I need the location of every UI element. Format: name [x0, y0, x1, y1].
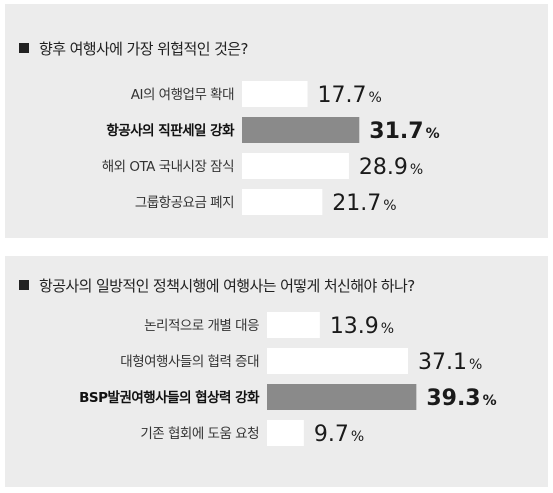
value-label: 9.7% [314, 422, 364, 447]
category-label: 대형여행사들의 협력 증대 [120, 354, 259, 370]
value-label: 28.9% [359, 155, 423, 180]
bullet-square-icon [19, 280, 29, 290]
chart-title: 항공사의 일방적인 정책시행에 여행사는 어떻게 처신해야 하나? [19, 275, 415, 296]
bar [242, 153, 349, 179]
value-label: 13.9% [330, 314, 394, 339]
category-label: 항공사의 직판세일 강화 [106, 122, 235, 139]
category-label: 그룹항공요금 폐지 [135, 195, 234, 211]
chart-title: 향후 여행사에 가장 위협적인 것은? [19, 38, 248, 59]
value-label: 37.1% [418, 350, 482, 375]
value-label: 17.7% [317, 83, 381, 108]
bar [242, 117, 360, 143]
bar-chart-1: AI의 여행업무 확대 17.7 % 항공사의 직판세일 강화 31.7 % 해외 OTA … [102, 81, 440, 216]
category-label: 논리적으로 개별 대응 [144, 318, 259, 334]
bar [242, 189, 323, 215]
bar [267, 420, 304, 446]
bullet-square-icon [19, 43, 29, 53]
bar [267, 312, 320, 338]
chart-panel-1: 향후 여행사에 가장 위협적인 것은? AI의 여행업무 확대 17.7% 항공사의… [5, 4, 548, 238]
chart-panel-2: 항공사의 일방적인 정책시행에 여행사는 어떻게 처신해야 하나? 논리적으로 … [5, 256, 548, 487]
bar [267, 348, 408, 374]
value-label: 39.3% [426, 386, 496, 411]
value-label: 21.7% [332, 191, 396, 216]
category-label: 해외 OTA 국내시장 잠식 [102, 159, 234, 175]
value-label: 31.7% [369, 119, 439, 144]
category-label: 기존 협회에 도움 요청 [140, 426, 259, 442]
bar [242, 81, 308, 107]
category-label: BSP발권여행사들의 협상력 강화 [79, 389, 260, 406]
category-label: AI의 여행업무 확대 [131, 87, 234, 103]
bar-chart-2: 논리적으로 개별 대응 13.9 % 대형여행사들의 협력 증대 37.1 % BSP발권여… [79, 312, 497, 447]
bar [267, 384, 417, 410]
